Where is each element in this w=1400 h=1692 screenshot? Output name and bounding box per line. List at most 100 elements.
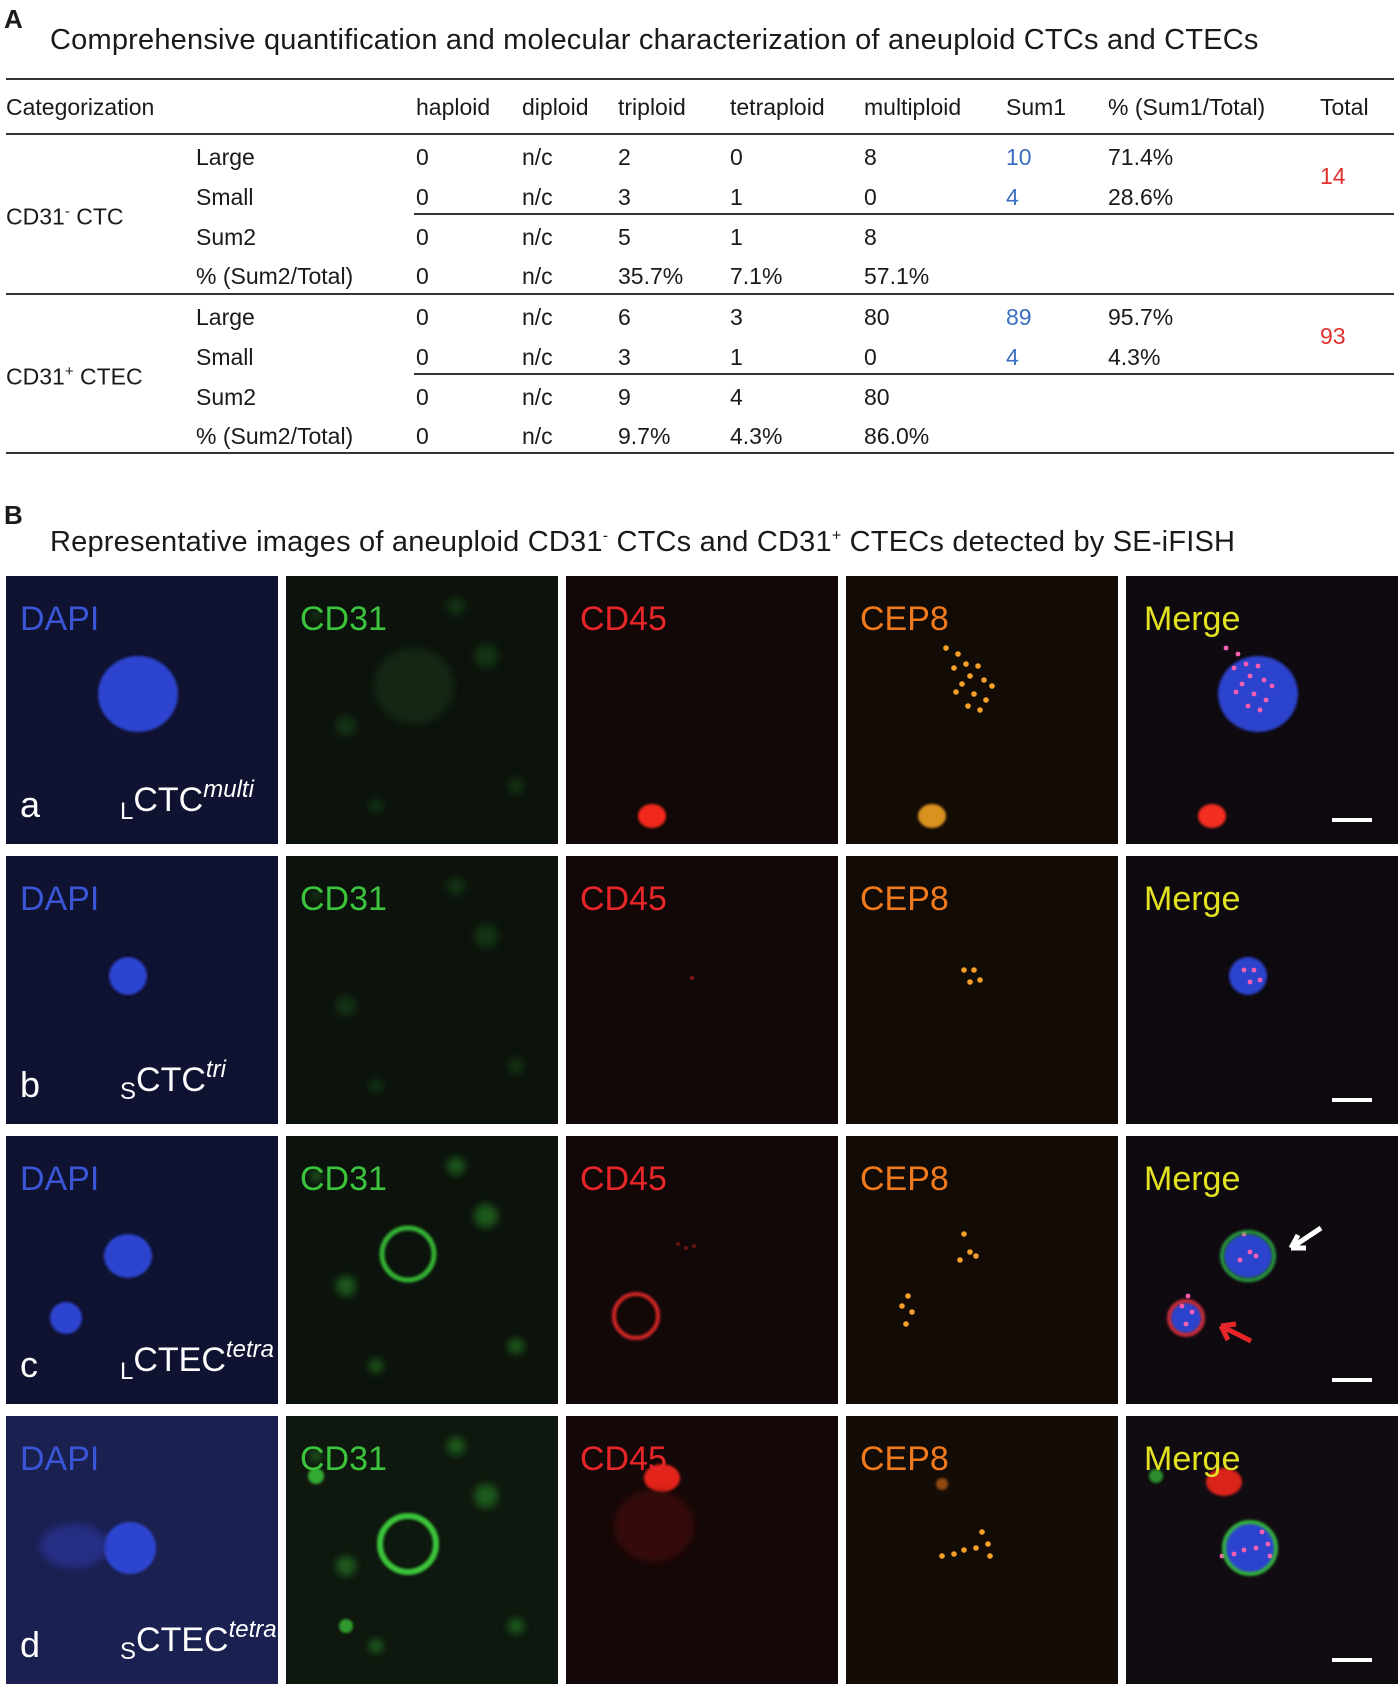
micrograph-image [899,1231,979,1327]
micrograph-image [1167,1225,1323,1344]
fluorescence-signal [369,1639,383,1653]
fluorescence-signal [1179,1303,1185,1309]
panel-a-letter: A [4,4,23,34]
table-cell: 5 [618,224,631,250]
fluorescence-signal [1265,1541,1271,1547]
fluorescence-signal [447,1437,465,1455]
micrograph-c-cd31: CD31 [286,1136,558,1404]
cell-nucleus [40,1524,108,1568]
row-letter: d [20,1624,41,1665]
group-label-cd31-ctc: CD31- CTC [6,203,124,230]
micrograph-image [310,1157,524,1373]
fluorescence-signal [1269,683,1275,689]
pct-sum1-cell: 28.6% [1108,184,1174,210]
cell-nucleus [379,1225,437,1283]
row-sublabel: Small [196,184,254,210]
fluorescence-signal [971,691,977,697]
cell-nucleus [50,1302,82,1334]
table-cell: 86.0% [864,423,930,449]
fluorescence-signal [508,1058,524,1074]
fluorescence-signal [1243,661,1249,667]
fluorescence-signal [336,1276,356,1296]
fluorescence-signal [967,979,973,985]
table-cell: 8 [864,224,877,250]
header-triploid: triploid [618,94,686,120]
sum1-cell: 10 [1006,144,1032,170]
group2-sum-rule [414,373,1394,375]
fluorescence-signal [977,707,983,713]
micrograph-a-merge: Merge [1126,576,1398,844]
header-categorization: Categorization [6,94,155,120]
fluorescence-signal [1223,645,1229,651]
table-cell: 35.7% [618,263,684,289]
fluorescence-signal [474,1484,498,1508]
cell-nucleus [1220,1230,1276,1282]
micrograph-image [308,1437,524,1653]
panel-b-title: Representative images of aneuploid CD31-… [50,526,1236,558]
table-cell: 9.7% [618,423,671,449]
table-cell: 1 [730,224,743,250]
fluorescence-signal [905,1293,911,1299]
fluorescence-signal [690,976,694,980]
cell-nucleus [377,1513,439,1575]
fluorescence-signal [1239,681,1245,687]
cell-nucleus [98,656,178,732]
fluorescence-signal [963,661,969,667]
fluorescence-signal [955,651,961,657]
channel-label: CD45 [580,880,667,918]
micrograph-d-cep8: CEP8 [846,1416,1118,1684]
fluorescence-signal [1257,707,1263,713]
fluorescence-signal [936,1478,948,1490]
fluorescence-signal [1237,1257,1243,1263]
cell-nucleus [644,1464,680,1492]
red-arrow-icon [1218,1321,1253,1344]
row-sublabel: Sum2 [196,224,257,250]
fluorescence-signal [1263,697,1269,703]
panel-b-letter: B [4,500,23,530]
scale-bar [1332,1658,1372,1662]
row-letter: c [20,1344,38,1385]
micrograph-image [1149,1468,1278,1576]
micrograph-image [918,645,995,828]
fluorescence-signal [339,1619,353,1633]
row-sublabel: % (Sum2/Total) [196,423,354,449]
table-cell: 4 [730,384,743,410]
cell-type-label: LCTECtetra [120,1336,274,1385]
fluorescence-signal [447,597,465,615]
fluorescence-signal [1185,1293,1191,1299]
fluorescence-signal [474,1204,498,1228]
micrograph-b-merge: Merge [1126,856,1398,1124]
table-cell: n/c [522,224,553,250]
cell-type-label: SCTECtetra [120,1616,277,1665]
scale-bar [1332,1378,1372,1382]
fluorescence-signal [1257,977,1263,983]
channel-label: CD45 [580,1160,667,1198]
table-cell: n/c [522,304,553,330]
cell-nucleus [638,804,666,828]
fluorescence-signal [1149,1469,1163,1483]
table-bottom-rule [6,452,1394,454]
table-cell: 0 [416,384,429,410]
micrograph-d-cd45: CD45 [566,1416,838,1684]
fluorescence-signal [1189,1309,1195,1315]
channel-label: Merge [1144,600,1241,638]
cell-nucleus [104,1234,152,1278]
group-separator-rule [6,293,1394,295]
sum1-cell: 4 [1006,184,1019,210]
cell-nucleus [918,804,946,828]
fluorescence-signal [336,716,356,736]
micrograph-b-cd45: CD45 [566,856,838,1124]
micrograph-image [614,1464,694,1562]
micrograph-d-merge: Merge [1126,1416,1398,1684]
channel-label: CD45 [580,1440,667,1478]
fluorescence-signal [957,1257,963,1263]
group-label-cd31-ctec: CD31+ CTEC [6,363,143,390]
fluorescence-signal [943,645,949,651]
micrograph-a-cep8: CEP8 [846,576,1118,844]
micrograph-image [310,877,524,1093]
fluorescence-signal [971,967,977,973]
table-cell: 57.1% [864,263,930,289]
table-header-rule [6,133,1394,135]
fluorescence-signal [1267,1553,1273,1559]
fluorescence-signal [369,1359,383,1373]
